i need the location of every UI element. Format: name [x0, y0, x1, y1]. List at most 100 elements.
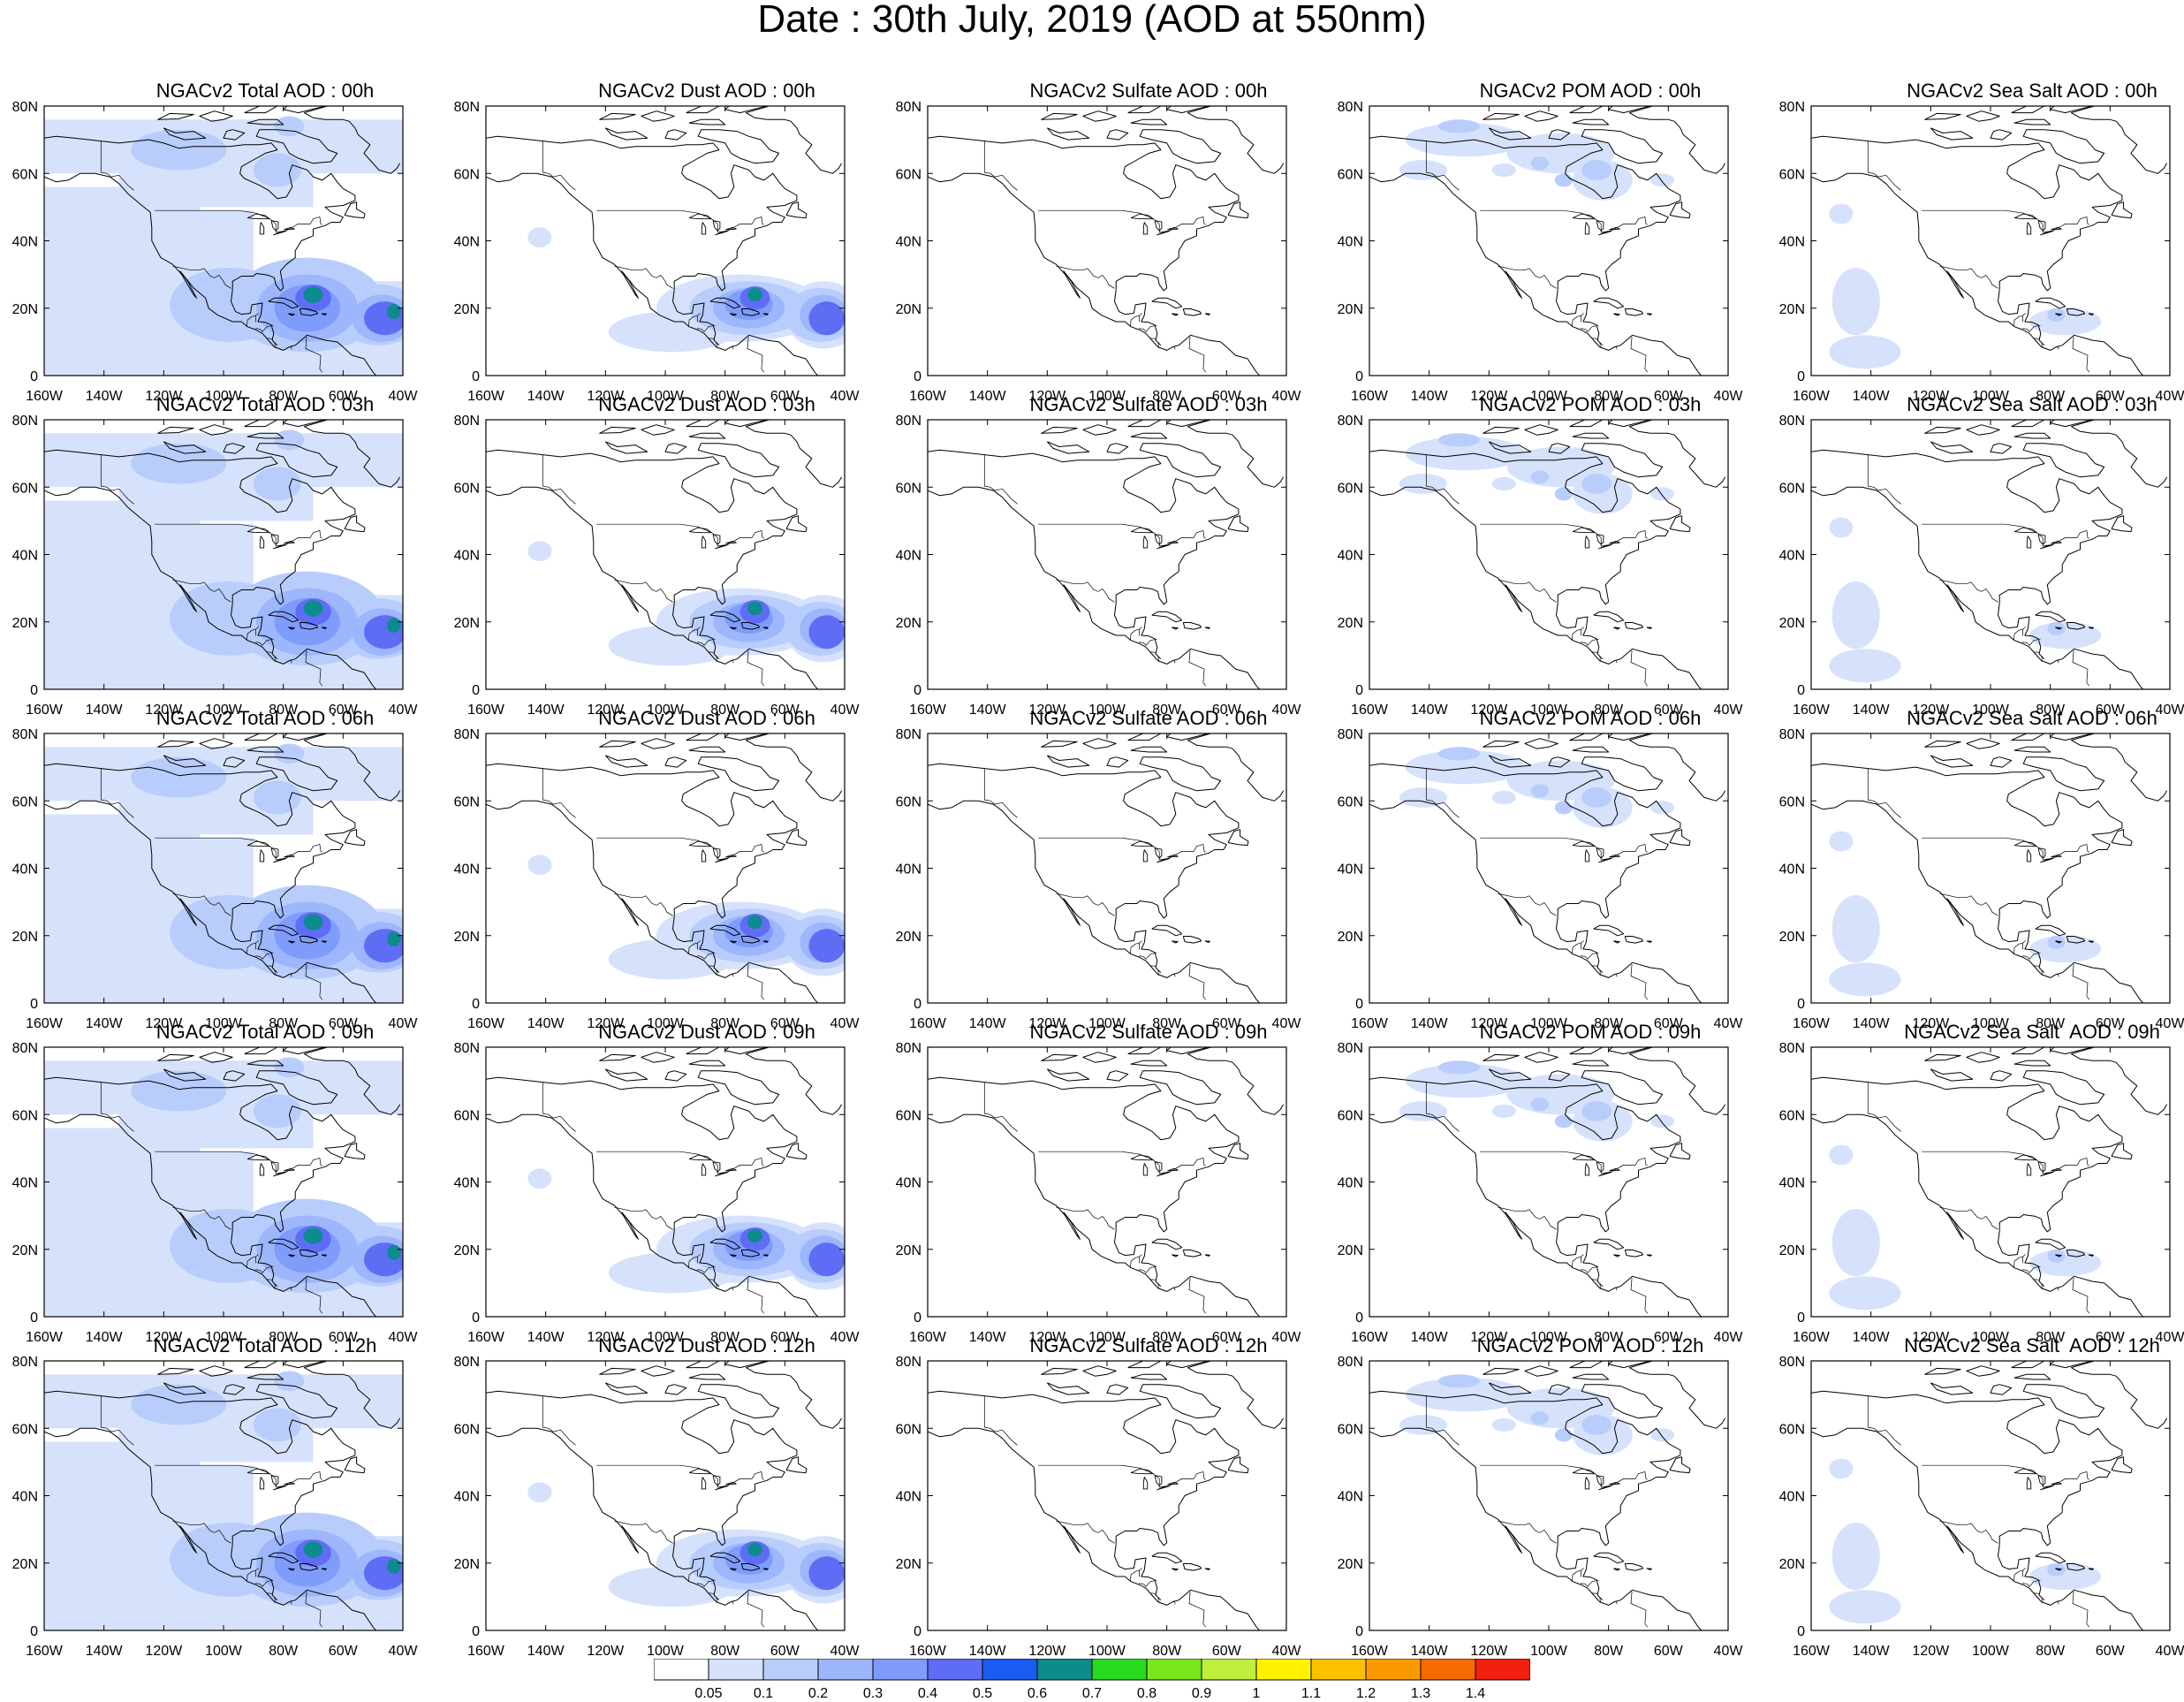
lon-tick-label: 140W — [86, 389, 124, 404]
lat-tick-label: 0 — [30, 683, 38, 698]
coastline — [1082, 1052, 1117, 1063]
coastline — [1172, 940, 1179, 944]
colorbar-swatch — [927, 1659, 983, 1681]
lon-tick-label: 60W — [2096, 1330, 2126, 1345]
coastline — [1569, 733, 1604, 741]
aod-field — [1437, 747, 1481, 761]
coastline — [709, 924, 741, 937]
coastline — [1139, 1384, 1222, 1419]
lon-tick-label: 40W — [830, 1016, 861, 1031]
lat-tick-label: 0 — [30, 1624, 38, 1639]
coastline — [1227, 1456, 1249, 1474]
coastline — [1082, 1365, 1117, 1377]
panel-title: NGACv2 Sea Salt AOD : 03h — [1907, 393, 2157, 415]
coastline — [641, 1365, 675, 1377]
lake-outline — [270, 847, 279, 859]
panel-title: NGACv2 Dust AOD : 00h — [598, 80, 815, 102]
map-panel-pom: NGACv2 POM AOD : 03h 0 20N 40N 60N 80N 160W 140… — [1338, 393, 1811, 718]
country-border — [2022, 324, 2041, 332]
aod-field — [527, 855, 552, 876]
coastline — [697, 129, 780, 164]
coastline — [785, 829, 808, 847]
lon-tick-label: 40W — [2156, 703, 2184, 718]
country-border — [542, 1426, 576, 1446]
lake-outline — [1142, 1477, 1149, 1490]
country-border — [266, 338, 273, 339]
coastline — [255, 1384, 338, 1419]
map-panel-total: NGACv2 Total AOD : 12h 0 20N 40N 60N 80N 160W 1… — [12, 1334, 486, 1659]
lon-tick-label: 120W — [1470, 1330, 1508, 1345]
country-border — [1599, 656, 1601, 662]
lon-tick-label: 40W — [2156, 1330, 2184, 1345]
country-border — [290, 346, 292, 350]
colorbar-label: 1.4 — [1466, 1686, 1485, 1701]
lat-tick-label: 80N — [896, 100, 921, 115]
aod-field — [2047, 308, 2066, 322]
country-border — [1426, 1426, 1460, 1446]
country-border — [1056, 579, 1115, 603]
country-border — [1630, 337, 1648, 373]
coastline — [486, 1427, 818, 1630]
coastline — [1114, 916, 1162, 974]
lake-outline — [701, 849, 707, 862]
coastline — [762, 627, 769, 629]
coastline — [2013, 746, 2051, 753]
coastline — [928, 763, 1240, 919]
aod-field — [527, 1168, 552, 1189]
lake-outline — [701, 1477, 707, 1490]
coastline — [1127, 420, 1162, 428]
colorbar-swatch — [1255, 1659, 1312, 1681]
country-border — [1868, 171, 1901, 191]
lake-outline — [270, 1161, 279, 1173]
coastline — [641, 110, 675, 122]
lake-outline — [1598, 230, 1612, 236]
lake-outline — [2040, 543, 2054, 550]
panel-title: NGACv2 Dust AOD : 12h — [598, 1334, 815, 1356]
map-svg: 0 20N 40N 60N 80N 160W 140W 120W 100W 80W 60W 40W — [896, 414, 1302, 718]
coastline — [1483, 112, 1520, 120]
lake-outline — [715, 543, 729, 550]
country-border — [155, 837, 322, 861]
country-border — [1630, 650, 1648, 687]
lon-tick-label: 120W — [145, 389, 183, 404]
lon-tick-label: 160W — [26, 389, 64, 404]
coastline — [486, 486, 818, 689]
coastline — [321, 1254, 327, 1257]
lake-outline — [1142, 849, 1149, 862]
colorbar-label: 0.1 — [754, 1686, 773, 1701]
coastline — [2088, 313, 2094, 315]
coastline — [157, 426, 194, 434]
coastline — [1572, 118, 1610, 125]
lake-outline — [1572, 213, 1596, 220]
coastline — [1998, 1230, 2045, 1288]
coastline — [1629, 426, 1726, 488]
coastline — [1924, 112, 1961, 120]
coastline — [1488, 755, 1532, 768]
lon-tick-label: 100W — [205, 1016, 243, 1031]
aod-field — [303, 1227, 323, 1244]
country-border — [1922, 837, 2089, 861]
coastline — [2011, 106, 2045, 114]
coastline — [1130, 432, 1168, 439]
lake-outline — [1156, 1171, 1171, 1177]
lat-tick-label: 60N — [896, 481, 921, 496]
country-border — [274, 969, 276, 976]
lon-tick-label: 160W — [467, 1644, 505, 1659]
aod-field — [1831, 1523, 1880, 1591]
coastline — [1041, 426, 1078, 434]
colorbar-label: 1.2 — [1356, 1686, 1376, 1701]
lat-tick-label: 0 — [914, 683, 921, 698]
lon-tick-label: 160W — [1793, 1330, 1831, 1345]
country-border — [1591, 338, 1598, 339]
lat-tick-label: 20N — [454, 616, 480, 631]
lat-tick-label: 20N — [12, 1557, 38, 1572]
aod-field — [1829, 1458, 1854, 1479]
aod-field — [131, 443, 227, 484]
coastline — [1130, 746, 1168, 753]
colorbar-swatch — [1036, 1659, 1093, 1681]
aod-field — [1831, 268, 1880, 336]
coastline — [244, 1047, 278, 1055]
coastline — [1548, 129, 1571, 141]
lat-tick-label: 80N — [454, 1355, 480, 1370]
lon-tick-label: 100W — [1972, 1330, 2010, 1345]
